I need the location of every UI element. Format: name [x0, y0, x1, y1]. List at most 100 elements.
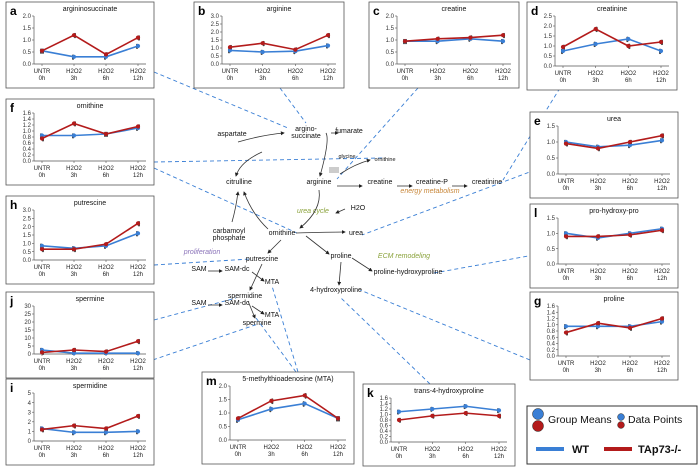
panel-b: b arginine 0.0 0.5 1.0 1.5 2.0 2.5 3.0 UNTR 0h H2O2…: [193, 1, 345, 89]
x-tick-label: UNTR 0h: [397, 69, 414, 82]
y-tick-label: 10: [24, 336, 31, 342]
pathway-arrow: [234, 151, 263, 177]
pathway-node: aspartate: [217, 131, 246, 138]
panel-title: spermidine: [73, 383, 107, 390]
panel-i: i spermidine 0 1 2 3 4 5 UNTR 0h H2O2 3h H2O2 6h H2O2 1…: [5, 378, 155, 466]
y-tick-label: 0.4: [380, 429, 389, 435]
x-tick-label: UNTR 0h: [34, 166, 51, 179]
group-mean-ko: [430, 413, 435, 418]
group-mean-wt: [71, 351, 77, 356]
panel-letter: e: [534, 114, 541, 128]
pathway-arrow: [299, 189, 320, 229]
pathway-arrow: [318, 132, 328, 177]
group-mean-ko: [595, 146, 601, 151]
y-tick-label: 0.0: [544, 64, 553, 70]
panel-letter: d: [531, 4, 538, 18]
group-mean-wt: [563, 231, 569, 236]
panel-title: urea: [607, 116, 621, 123]
pathway-arrow: [237, 131, 285, 143]
panel-h: h putrescine 0.0 0.5 1.0 1.5 2.0 2.5 3.0 UNTR 0h H2…: [5, 195, 155, 285]
y-tick-label: 2: [28, 420, 32, 426]
pathway-node: carbamoyl phosphate: [213, 228, 246, 242]
y-tick-label: 0.0: [211, 62, 220, 68]
group-mean-ko: [235, 416, 241, 421]
group-mean-ko: [260, 41, 265, 46]
panel-letter: a: [10, 4, 17, 18]
panel-letter: i: [10, 381, 13, 395]
series-line-ko: [566, 229, 663, 238]
group-mean-wt: [71, 133, 77, 138]
connector-line: [153, 71, 289, 129]
group-mean-ko: [595, 234, 601, 239]
panel-letter: l: [534, 206, 537, 220]
y-tick-label: 0.4: [23, 147, 32, 153]
pathway-node: creatine: [368, 179, 393, 186]
pathway-arrow: [247, 300, 256, 319]
x-tick-label: H2O2 12h: [130, 359, 146, 372]
connector-line: [153, 167, 298, 234]
legend-point-ko-icon: [617, 421, 625, 429]
pathway-node: urea: [349, 230, 363, 237]
panel-frame: [5, 1, 155, 89]
group-mean-ko: [39, 48, 45, 53]
series-line-wt: [405, 37, 504, 43]
group-mean-ko: [560, 44, 566, 50]
group-mean-wt: [135, 429, 141, 434]
y-tick-label: 1.2: [547, 317, 556, 323]
legend-mean-wt-icon: [532, 408, 544, 420]
series-line-wt: [562, 38, 662, 52]
group-mean-ko: [135, 221, 141, 226]
x-tick-label: H2O2 6h: [98, 166, 114, 179]
pathway-node: MTA: [265, 312, 280, 319]
y-tick-label: 0.6: [380, 424, 389, 430]
panel-c: c creatine 0.0 0.5 1.0 1.5 2.0 UNTR 0h H2O2 3h H2O2…: [368, 1, 520, 89]
y-tick-label: 1.0: [547, 323, 556, 329]
series-line-ko: [41, 415, 139, 431]
y-tick-label: 1.5: [547, 216, 556, 222]
group-mean-wt: [627, 143, 633, 148]
y-tick-label: 1.4: [547, 310, 556, 316]
x-tick-label: H2O2 3h: [255, 69, 271, 82]
y-tick-label: 0.2: [547, 348, 556, 354]
pathway-arrow: [295, 230, 346, 235]
y-tick-label: 1.0: [380, 413, 389, 419]
group-mean-ko: [463, 411, 468, 416]
group-mean-ko: [563, 330, 569, 335]
x-tick-label: H2O2 12h: [130, 166, 146, 179]
panel-letter: g: [534, 294, 541, 308]
x-tick-label: H2O2 3h: [66, 166, 82, 179]
group-mean-wt: [595, 324, 601, 329]
y-tick-label: 2.0: [23, 225, 32, 231]
y-tick-label: 1.0: [219, 411, 228, 417]
group-mean-ko: [135, 35, 141, 40]
legend: Group Means Data Points WT TAp73-/-: [526, 405, 698, 465]
y-tick-label: 0: [28, 352, 32, 358]
x-tick-label: UNTR 0h: [555, 71, 572, 84]
group-mean-ko: [658, 39, 664, 45]
group-mean-wt: [269, 406, 274, 412]
group-mean-ko: [39, 427, 45, 432]
legend-group-means: Group Means: [548, 414, 612, 426]
pathway-node: arginine: [307, 179, 332, 186]
pathway-node: putrescine: [246, 256, 278, 263]
group-mean-ko: [659, 228, 665, 233]
panel-title: spermine: [76, 296, 105, 303]
y-tick-label: 1.4: [380, 402, 389, 408]
series-line-ko: [41, 340, 139, 354]
panel-title: putrescine: [74, 200, 106, 207]
y-tick-label: 1.5: [386, 26, 395, 32]
pathway-node: SAM-dc: [225, 300, 250, 307]
group-mean-ko: [468, 35, 473, 40]
group-mean-ko: [593, 26, 598, 32]
group-mean-wt: [593, 41, 598, 47]
y-tick-label: 1.5: [23, 26, 32, 32]
x-tick-label: H2O2 6h: [622, 179, 638, 192]
series-line-wt: [41, 45, 139, 58]
series-line-ko: [398, 412, 500, 421]
group-mean-ko: [135, 124, 141, 129]
y-tick-label: 0.0: [219, 438, 228, 444]
pathway-node: energy metabolism: [400, 188, 459, 195]
y-tick-label: 30: [24, 304, 31, 310]
panel-letter: k: [367, 386, 374, 400]
pathway-arrow: [251, 305, 265, 315]
